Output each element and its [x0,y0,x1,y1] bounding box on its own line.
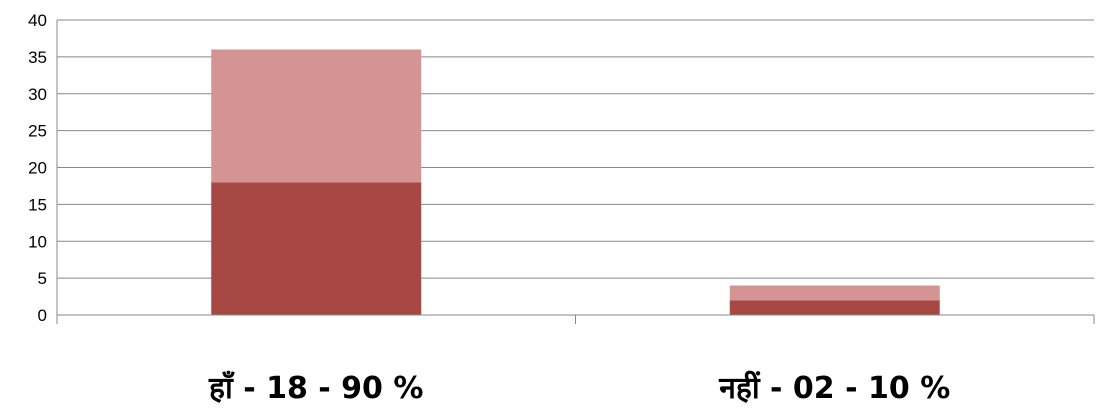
y-axis-tick-labels: 0 5 10 15 20 25 30 35 40 [28,11,47,325]
bar-segment-1-1 [211,182,422,315]
bar-segment-2-2 [729,285,940,301]
category-labels: हाँ - 18 - 90 % नहीं - 02 - 10 % [208,370,950,406]
bar-segment-1-2 [211,49,422,183]
y-tick-label: 25 [28,122,47,141]
category-label: हाँ - 18 - 90 % [208,370,423,406]
bars [211,49,940,315]
y-tick-label: 30 [28,85,47,104]
y-tick-label: 10 [28,232,47,251]
x-axis [56,20,1095,324]
category-label: नहीं - 02 - 10 % [718,370,950,406]
y-tick-label: 0 [38,306,47,325]
y-tick-label: 35 [28,48,47,67]
bar-segment-2-1 [729,300,940,315]
y-tick-label: 40 [28,11,47,30]
y-tick-label: 5 [38,269,47,288]
y-tick-label: 20 [28,159,47,178]
y-tick-label: 15 [28,195,47,214]
